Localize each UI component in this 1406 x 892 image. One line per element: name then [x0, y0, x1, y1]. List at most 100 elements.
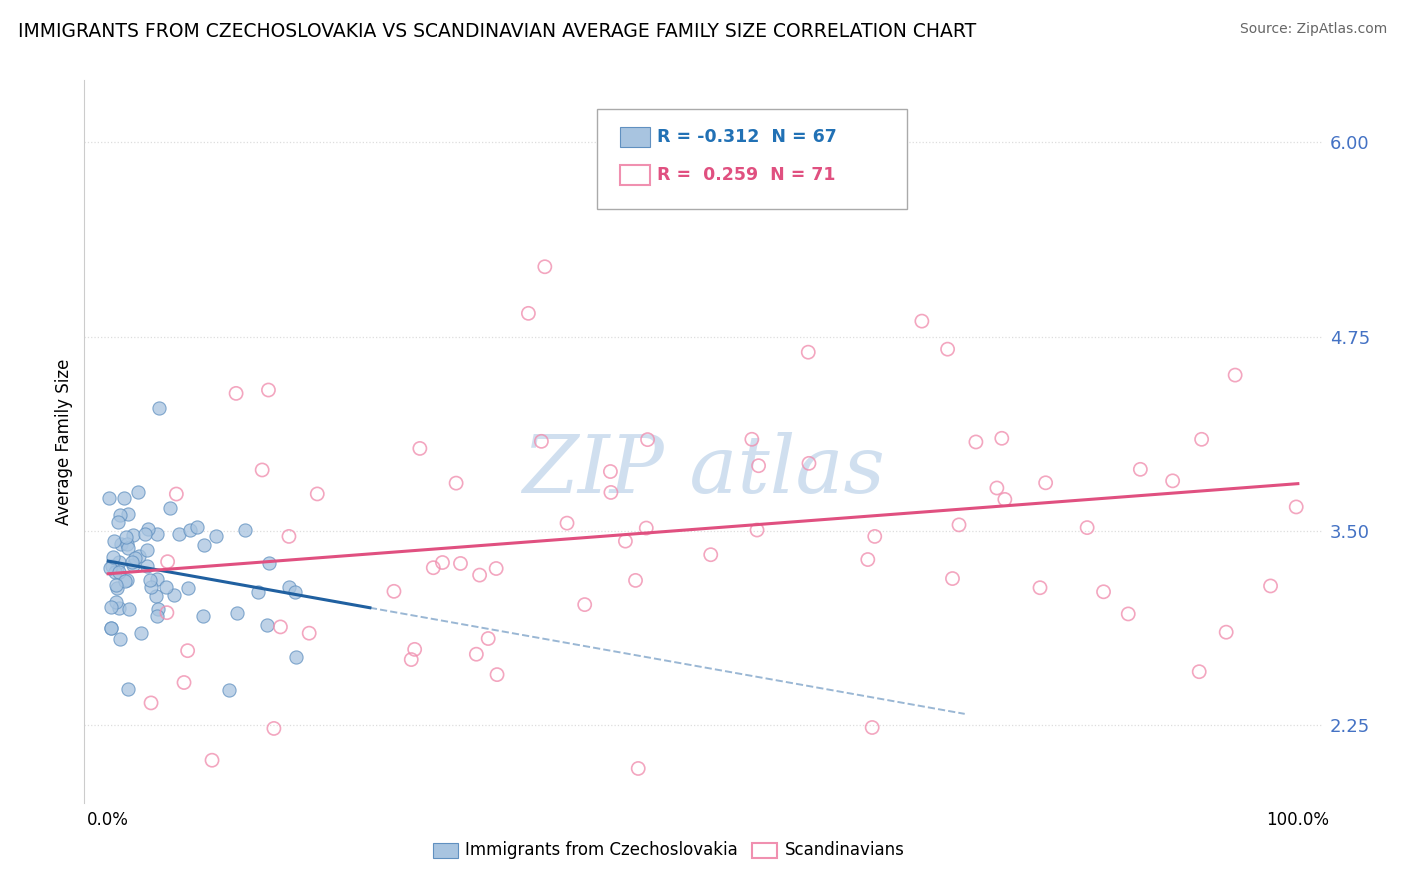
- Point: [193, 537, 215, 551]
- Point: [432, 556, 454, 570]
- Point: [259, 556, 281, 570]
- Point: [201, 753, 224, 767]
- FancyBboxPatch shape: [752, 843, 778, 858]
- Point: [263, 722, 285, 736]
- Point: [156, 606, 179, 620]
- Point: [256, 618, 278, 632]
- Point: [278, 529, 301, 543]
- Point: [911, 314, 934, 328]
- Point: [117, 681, 139, 696]
- Point: [1029, 581, 1052, 595]
- Point: [382, 584, 405, 599]
- Point: [100, 621, 122, 635]
- Point: [103, 534, 125, 549]
- Point: [145, 589, 167, 603]
- Point: [574, 598, 596, 612]
- Point: [110, 537, 132, 551]
- Point: [401, 652, 423, 666]
- Point: [1035, 475, 1057, 490]
- Point: [165, 487, 187, 501]
- Point: [1285, 500, 1308, 514]
- Point: [136, 522, 159, 536]
- Point: [100, 600, 122, 615]
- Point: [1076, 520, 1098, 534]
- Point: [465, 647, 488, 661]
- Y-axis label: Average Family Size: Average Family Size: [55, 359, 73, 524]
- Point: [748, 458, 770, 473]
- Point: [146, 608, 169, 623]
- Point: [422, 560, 444, 574]
- Point: [941, 572, 963, 586]
- Point: [115, 537, 138, 551]
- Point: [177, 581, 200, 595]
- Point: [108, 508, 131, 522]
- Point: [856, 552, 879, 566]
- Point: [98, 560, 121, 574]
- Point: [105, 594, 128, 608]
- Point: [600, 485, 623, 500]
- Point: [745, 523, 768, 537]
- Point: [107, 515, 129, 529]
- Point: [444, 476, 467, 491]
- Text: R =  0.259  N = 71: R = 0.259 N = 71: [657, 166, 835, 184]
- Point: [257, 383, 280, 397]
- Text: IMMIGRANTS FROM CZECHOSLOVAKIA VS SCANDINAVIAN AVERAGE FAMILY SIZE CORRELATION C: IMMIGRANTS FROM CZECHOSLOVAKIA VS SCANDI…: [18, 22, 977, 41]
- Point: [269, 620, 291, 634]
- Point: [741, 432, 763, 446]
- Point: [797, 456, 820, 470]
- Point: [156, 555, 179, 569]
- Point: [108, 601, 131, 615]
- Point: [1188, 665, 1211, 679]
- Point: [121, 558, 143, 573]
- Point: [1260, 579, 1282, 593]
- Point: [936, 342, 959, 356]
- Point: [155, 580, 177, 594]
- FancyBboxPatch shape: [620, 128, 650, 147]
- Point: [146, 526, 169, 541]
- Point: [225, 386, 247, 401]
- Point: [159, 500, 181, 515]
- Point: [994, 492, 1017, 507]
- Point: [298, 626, 321, 640]
- Point: [555, 516, 578, 530]
- Point: [247, 584, 270, 599]
- Point: [450, 557, 472, 571]
- Point: [114, 574, 136, 588]
- Point: [139, 580, 162, 594]
- Point: [179, 524, 201, 538]
- Point: [965, 434, 987, 449]
- Point: [218, 683, 240, 698]
- Point: [98, 491, 121, 505]
- Point: [176, 643, 198, 657]
- Text: R = -0.312  N = 67: R = -0.312 N = 67: [657, 128, 837, 146]
- Point: [409, 442, 432, 456]
- Text: ZIP atlas: ZIP atlas: [522, 432, 884, 509]
- Point: [477, 632, 499, 646]
- Point: [948, 517, 970, 532]
- Point: [112, 491, 135, 506]
- Point: [122, 527, 145, 541]
- Point: [530, 434, 553, 449]
- Point: [134, 526, 156, 541]
- Point: [991, 431, 1014, 445]
- Point: [101, 550, 124, 565]
- Point: [167, 526, 190, 541]
- Text: Immigrants from Czechoslovakia: Immigrants from Czechoslovakia: [465, 841, 738, 859]
- Point: [486, 667, 509, 681]
- Point: [105, 560, 128, 574]
- Point: [139, 574, 162, 588]
- Point: [173, 675, 195, 690]
- Point: [108, 632, 131, 646]
- Point: [121, 555, 143, 569]
- Point: [284, 584, 307, 599]
- Point: [148, 401, 170, 415]
- Point: [627, 762, 650, 776]
- Point: [191, 609, 214, 624]
- Point: [250, 463, 273, 477]
- Point: [124, 551, 146, 566]
- Text: Scandinavians: Scandinavians: [785, 841, 904, 859]
- Point: [108, 555, 131, 569]
- Point: [114, 530, 136, 544]
- Point: [863, 529, 886, 543]
- Point: [277, 580, 299, 594]
